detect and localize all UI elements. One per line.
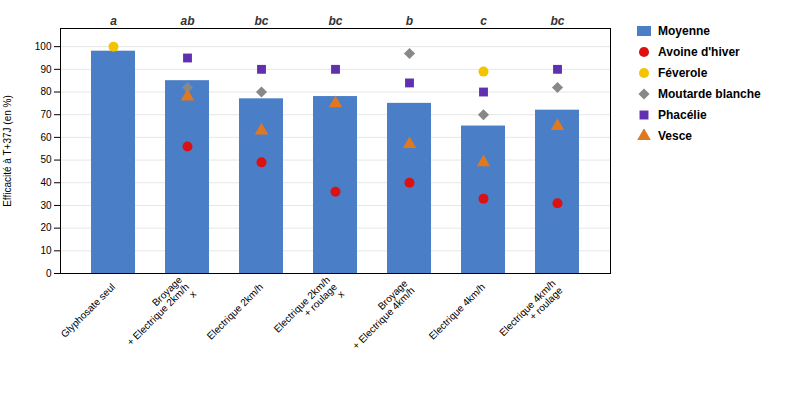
svg-text:50: 50 — [40, 154, 52, 165]
svg-text:bc: bc — [254, 14, 268, 28]
svg-text:Broyage+ Electrique 2km/hx: Broyage+ Electrique 2km/hx — [118, 274, 199, 355]
html-text:Moyenne: Moyenne — [658, 24, 710, 38]
svg-text:bc: bc — [328, 14, 342, 28]
svg-text:ab: ab — [180, 14, 194, 28]
svg-text:b: b — [406, 14, 413, 28]
html-text:Moutarde blanche: Moutarde blanche — [658, 87, 761, 101]
svg-text:Electrique 4km/h+ roulage: Electrique 4km/h+ roulage — [497, 277, 565, 345]
svg-text:c: c — [480, 14, 487, 28]
svg-text:Broyage+ Electrique 4km/h: Broyage+ Electrique 4km/h — [343, 277, 417, 351]
svg-text:bc: bc — [550, 14, 564, 28]
html-text:Féverole: Féverole — [658, 66, 708, 80]
svg-text:Electrique 2km/h: Electrique 2km/h — [205, 281, 265, 341]
svg-text:0: 0 — [46, 268, 52, 279]
html-text:Vesce: Vesce — [658, 129, 692, 143]
svg-text:40: 40 — [40, 177, 52, 188]
svg-text:20: 20 — [40, 222, 52, 233]
svg-text:70: 70 — [40, 109, 52, 120]
html-text:Avoine d'hiver: Avoine d'hiver — [658, 45, 740, 59]
svg-text:Glyphosate seul: Glyphosate seul — [59, 281, 117, 339]
svg-text:a: a — [110, 14, 117, 28]
svg-text:Efficacité à T+37J (en %): Efficacité à T+37J (en %) — [2, 95, 13, 207]
svg-text:Electrique 4km/h: Electrique 4km/h — [427, 281, 487, 341]
svg-text:90: 90 — [40, 64, 52, 75]
svg-text:Electrique 2km/h+ roulagex: Electrique 2km/h+ roulagex — [272, 274, 347, 349]
html-text:Phacélie: Phacélie — [658, 108, 707, 122]
svg-text:30: 30 — [40, 200, 52, 211]
svg-text:60: 60 — [40, 132, 52, 143]
svg-text:100: 100 — [35, 41, 52, 52]
svg-text:80: 80 — [40, 86, 52, 97]
svg-text:10: 10 — [40, 245, 52, 256]
